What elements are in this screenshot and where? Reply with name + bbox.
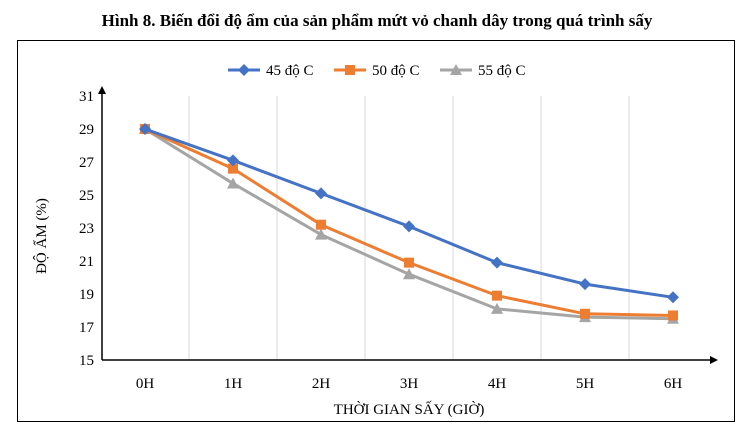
legend-marker: [450, 64, 462, 75]
axes: [98, 86, 718, 364]
legend-marker: [238, 64, 250, 76]
data-point: [404, 257, 414, 268]
x-tick-label: 0H: [136, 376, 155, 392]
data-point: [227, 154, 239, 167]
x-tick-label: 3H: [400, 376, 419, 392]
series-lines: [139, 123, 679, 324]
y-tick-label: 29: [79, 122, 94, 138]
data-point: [228, 163, 238, 174]
data-point: [492, 290, 502, 301]
y-tick-label: 15: [79, 353, 94, 369]
legend-item: 45 độ C: [228, 63, 314, 79]
y-tick-label: 27: [79, 155, 95, 171]
chart-frame: [17, 40, 735, 422]
legend-item: 50 độ C: [334, 63, 420, 79]
data-point: [139, 123, 151, 135]
y-axis-arrow: [98, 86, 106, 94]
data-point: [491, 302, 503, 314]
x-tick-label: 6H: [664, 376, 683, 392]
legend-label: 50 độ C: [372, 63, 420, 79]
data-point: [315, 187, 327, 200]
data-point: [579, 278, 591, 291]
data-point: [667, 291, 679, 304]
y-tick-label: 21: [79, 254, 94, 270]
y-tick-label: 25: [79, 188, 94, 204]
y-tick-label: 19: [79, 287, 94, 303]
y-axis-label: ĐỘ ẨM (%): [32, 198, 50, 274]
data-point: [315, 228, 327, 240]
data-point: [668, 310, 678, 321]
data-point: [580, 308, 590, 319]
tick-labels: 15 17 19 21 23 25 27 29 31 0H 1H 2H 3H 4H 5H 6H: [79, 89, 682, 392]
data-point: [316, 219, 326, 230]
x-tick-label: 5H: [576, 376, 595, 392]
x-tick-label: 4H: [488, 376, 507, 392]
x-axis-arrow: [710, 356, 718, 364]
data-point: [403, 268, 415, 280]
data-point: [491, 256, 503, 269]
x-axis-label: THỜI GIAN SẤY (GIỜ): [334, 401, 485, 418]
legend-item: 55 độ C: [440, 63, 526, 79]
series-2: [140, 124, 678, 321]
series-1: [139, 123, 679, 304]
legend-label: 55 độ C: [478, 63, 526, 79]
x-tick-label: 2H: [312, 376, 331, 392]
y-tick-label: 23: [79, 221, 94, 237]
data-point: [403, 220, 415, 233]
data-point: [227, 177, 239, 189]
legend: 45 độ C 50 độ C 55 độ C: [228, 63, 526, 79]
y-tick-label: 31: [79, 89, 94, 105]
y-tick-label: 17: [79, 320, 95, 336]
chart-title: Hình 8. Biến đổi độ ẩm của sản phẩm mứt …: [101, 11, 653, 30]
legend-marker: [345, 65, 355, 75]
legend-label: 45 độ C: [266, 63, 314, 79]
x-tick-label: 1H: [224, 376, 243, 392]
